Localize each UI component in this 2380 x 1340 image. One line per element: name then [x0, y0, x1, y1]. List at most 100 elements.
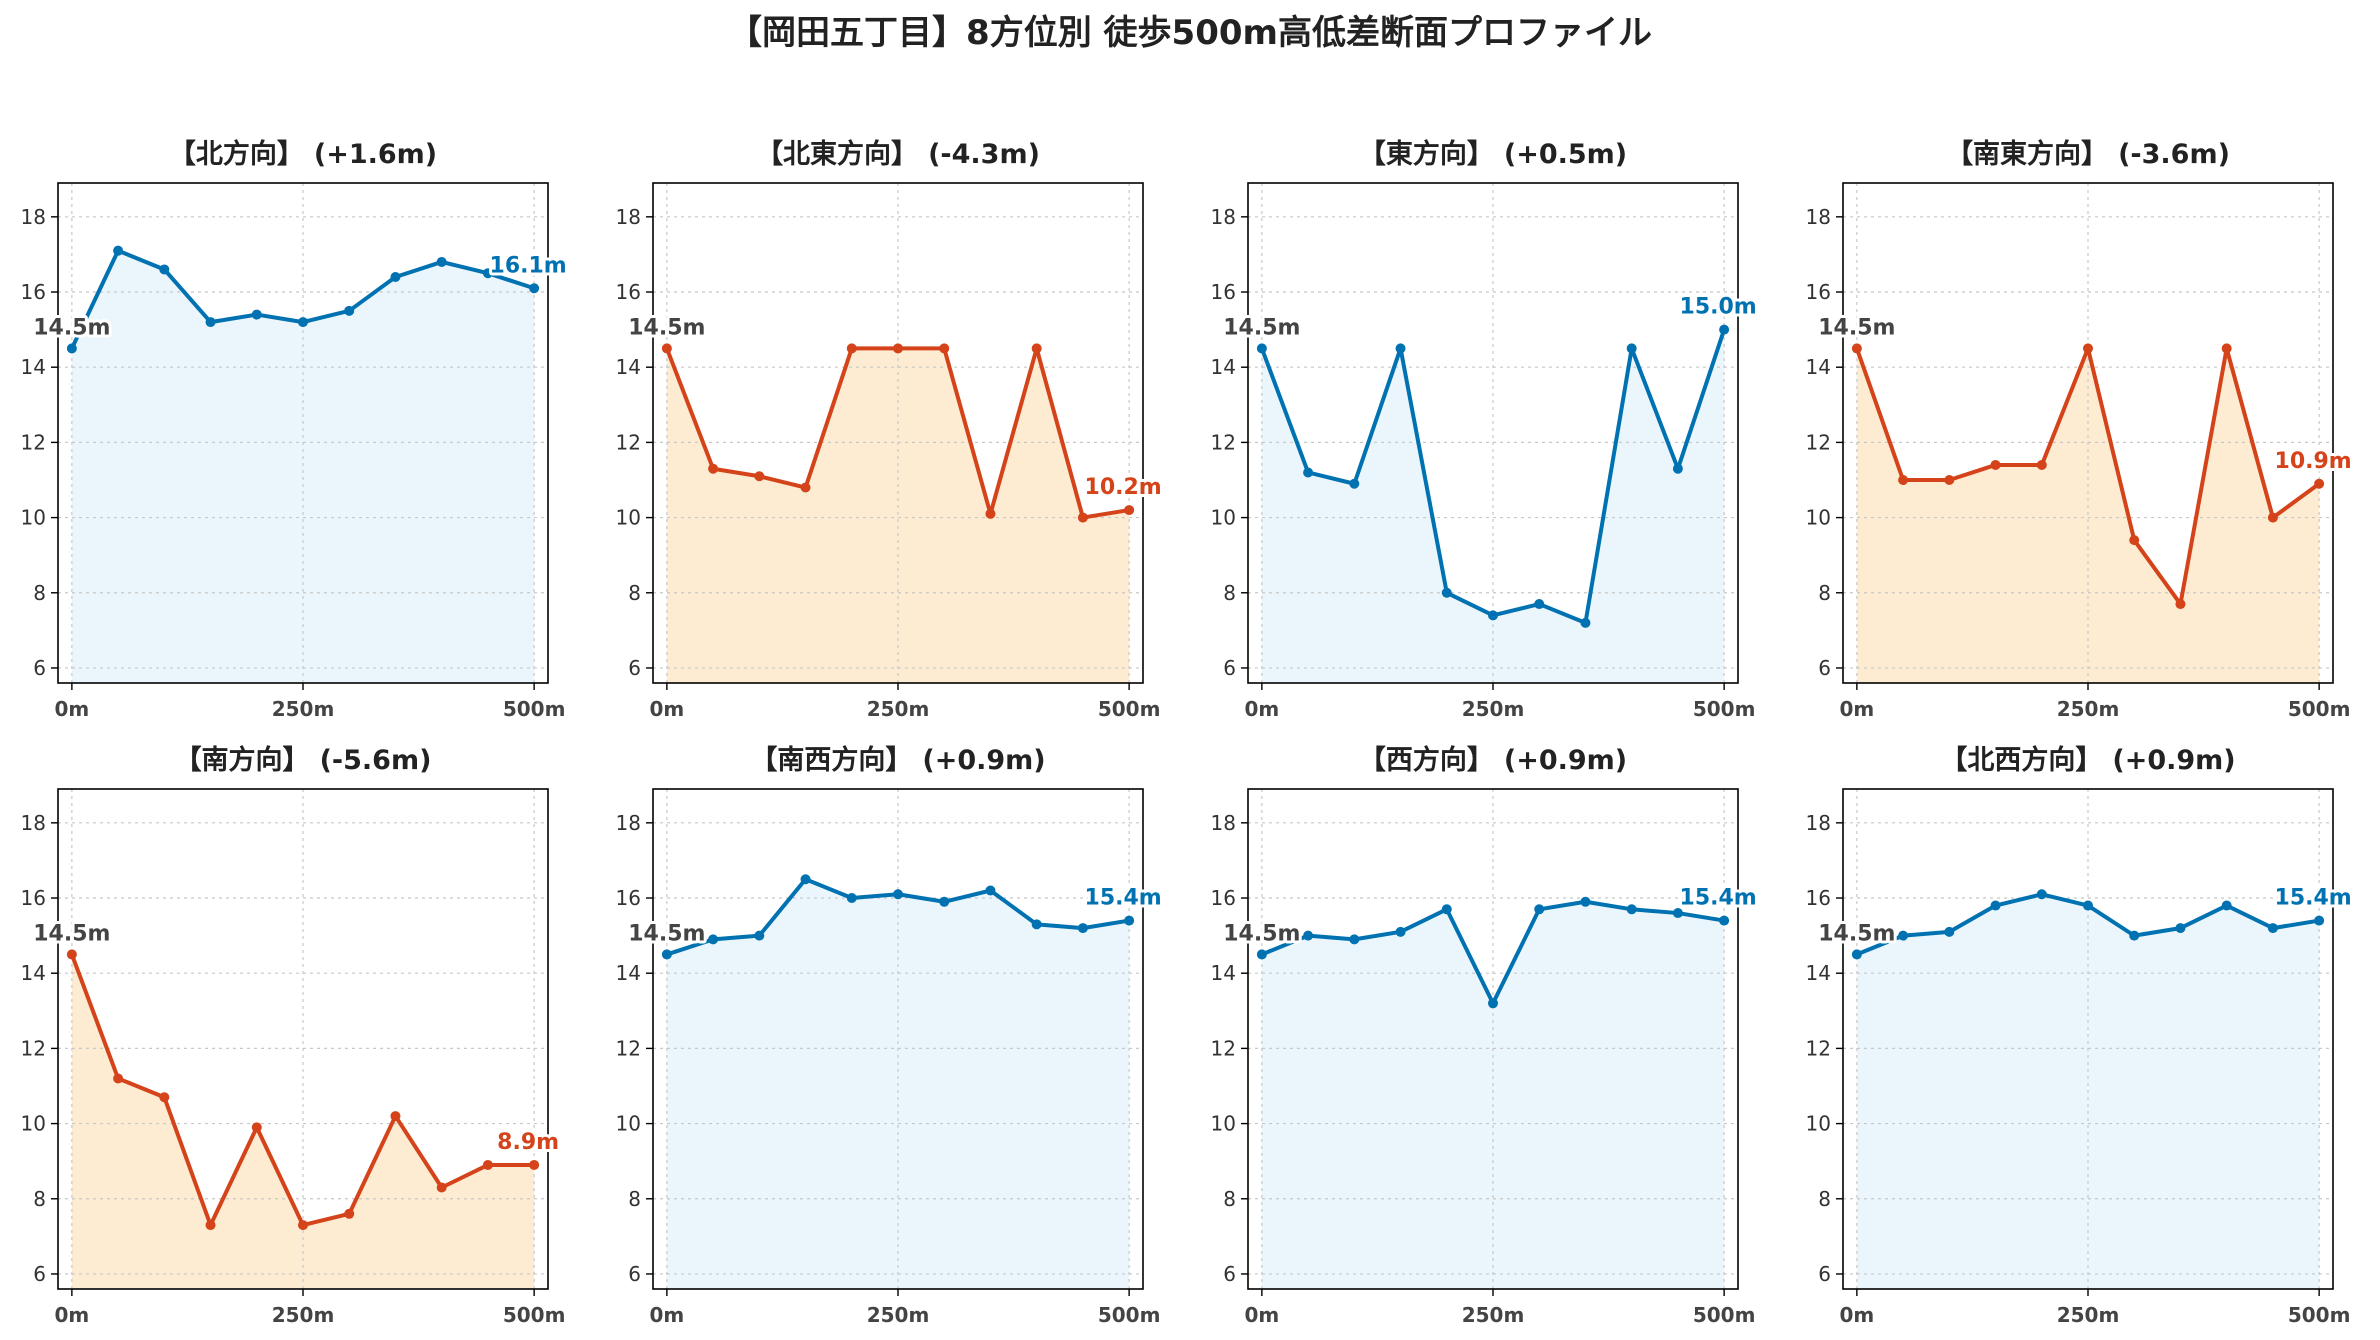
data-point: [1441, 904, 1452, 915]
y-tick-label: 18: [1806, 811, 1831, 835]
y-tick-label: 6: [628, 1262, 641, 1286]
end-elevation-label: 15.4m: [1085, 886, 1162, 911]
data-point: [390, 271, 401, 282]
y-tick-label: 8: [33, 581, 46, 605]
y-tick-label: 16: [21, 886, 46, 910]
x-tick-label: 500m: [1693, 697, 1756, 721]
y-tick-label: 6: [1818, 656, 1831, 680]
panel-direction: 【北方向】: [169, 138, 304, 170]
data-point: [1124, 915, 1135, 926]
start-elevation-label: 14.5m: [1818, 921, 1895, 946]
y-tick-label: 10: [616, 1112, 641, 1136]
y-tick-label: 18: [616, 811, 641, 835]
y-tick-label: 10: [616, 506, 641, 530]
y-tick-label: 18: [1211, 205, 1236, 229]
y-tick-label: 14: [1806, 961, 1831, 985]
x-tick-label: 0m: [1244, 1303, 1279, 1327]
data-point: [251, 1122, 262, 1133]
data-point: [2175, 599, 2186, 610]
data-point: [205, 317, 216, 328]
y-tick-label: 6: [1223, 656, 1236, 680]
data-point: [1580, 896, 1591, 907]
x-tick-label: 500m: [1098, 1303, 1161, 1327]
data-point: [2129, 535, 2140, 546]
data-point: [846, 343, 857, 354]
y-tick-label: 16: [21, 280, 46, 304]
data-point: [1851, 343, 1862, 354]
data-point: [661, 343, 672, 354]
x-tick-label: 500m: [2288, 697, 2351, 721]
y-tick-label: 14: [1211, 355, 1236, 379]
data-point: [159, 1092, 170, 1103]
x-tick-label: 250m: [867, 697, 930, 721]
y-tick-label: 10: [1211, 1112, 1236, 1136]
data-point: [251, 309, 262, 320]
panel-change: (-4.3m): [928, 139, 1040, 170]
data-point: [2129, 930, 2140, 941]
data-point: [298, 1220, 308, 1231]
y-tick-label: 6: [1818, 1262, 1831, 1286]
start-elevation-label: 14.5m: [1818, 315, 1895, 340]
y-tick-label: 16: [1806, 280, 1831, 304]
y-tick-label: 12: [21, 1036, 46, 1060]
data-point: [1077, 923, 1088, 934]
profile-panels: 【北方向】 (+1.6m) 6 8 10 12 14 16 18 0m 250m 500m 14.5m 1…: [21, 138, 2355, 1327]
data-point: [436, 256, 447, 267]
data-point: [1395, 926, 1406, 937]
data-point: [436, 1182, 447, 1193]
x-tick-label: 0m: [54, 1303, 89, 1327]
data-point: [2221, 900, 2232, 911]
x-tick-label: 250m: [272, 697, 335, 721]
y-tick-label: 8: [1818, 581, 1831, 605]
data-point: [529, 1159, 540, 1170]
data-point: [1534, 904, 1545, 915]
panel-direction: 【東方向】: [1359, 138, 1494, 170]
x-tick-label: 500m: [1098, 697, 1161, 721]
x-tick-label: 250m: [867, 1303, 930, 1327]
y-tick-label: 18: [21, 205, 46, 229]
panel-title: 【北東方向】 (-4.3m): [756, 138, 1040, 170]
data-point: [1488, 998, 1498, 1009]
x-tick-label: 250m: [2057, 697, 2120, 721]
y-tick-label: 12: [616, 430, 641, 454]
panel-title: 【北西方向】 (+0.9m): [1940, 744, 2235, 776]
data-point: [1031, 919, 1042, 930]
y-tick-label: 16: [1211, 280, 1236, 304]
data-point: [846, 893, 857, 904]
data-point: [1944, 926, 1955, 937]
panel-change: (+0.9m): [2112, 745, 2235, 776]
panel-direction: 【南東方向】: [1946, 138, 2108, 170]
panel-title: 【南東方向】 (-3.6m): [1946, 138, 2230, 170]
y-tick-label: 8: [628, 1187, 641, 1211]
panel-change: (+0.9m): [922, 745, 1045, 776]
y-tick-label: 14: [1806, 355, 1831, 379]
panel-change: (-3.6m): [2118, 139, 2230, 170]
data-point: [482, 1159, 493, 1170]
data-point: [66, 949, 77, 960]
data-point: [1944, 474, 1955, 485]
start-elevation-label: 14.5m: [33, 921, 110, 946]
y-tick-label: 10: [1211, 506, 1236, 530]
y-tick-label: 8: [33, 1187, 46, 1211]
data-point: [2175, 923, 2186, 934]
profile-panel: 【南東方向】 (-3.6m) 6 8 10 12 14 16 18 0m 250m 500m 14.5m…: [1806, 138, 2355, 721]
x-tick-label: 0m: [1244, 697, 1279, 721]
data-point: [1256, 343, 1267, 354]
data-point: [2083, 343, 2093, 354]
data-point: [1077, 512, 1088, 523]
data-point: [893, 343, 903, 354]
data-point: [1626, 904, 1637, 915]
y-tick-label: 10: [1806, 506, 1831, 530]
y-tick-label: 12: [1211, 430, 1236, 454]
data-point: [390, 1111, 401, 1122]
data-point: [1395, 343, 1406, 354]
end-elevation-label: 15.0m: [1680, 295, 1757, 320]
data-point: [1990, 900, 2001, 911]
data-point: [1303, 467, 1314, 478]
data-point: [939, 343, 950, 354]
y-tick-label: 16: [1806, 886, 1831, 910]
y-tick-label: 10: [21, 1112, 46, 1136]
start-elevation-label: 14.5m: [33, 315, 110, 340]
data-point: [1534, 599, 1545, 610]
data-point: [2314, 478, 2325, 489]
